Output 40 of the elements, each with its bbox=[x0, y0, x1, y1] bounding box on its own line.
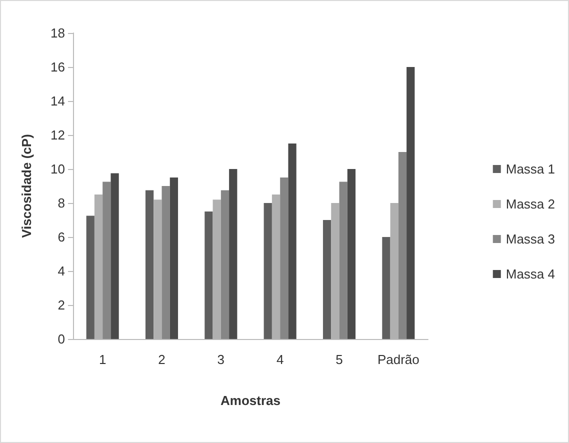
y-tick-label: 2 bbox=[58, 298, 65, 312]
x-tick-label: 2 bbox=[158, 352, 166, 367]
legend-label: Massa 3 bbox=[506, 232, 556, 246]
y-tick-label: 16 bbox=[50, 60, 65, 74]
bar bbox=[162, 186, 170, 339]
y-tick-label: 4 bbox=[58, 264, 65, 278]
bar bbox=[406, 67, 415, 339]
bar bbox=[280, 178, 288, 339]
bar bbox=[339, 182, 348, 339]
x-tick-label: 1 bbox=[98, 352, 106, 367]
bar bbox=[86, 216, 94, 339]
legend-label: Massa 2 bbox=[506, 196, 556, 212]
y-tick-label: 14 bbox=[50, 94, 65, 108]
bar bbox=[322, 220, 332, 339]
bar bbox=[102, 182, 111, 339]
bar bbox=[264, 203, 272, 339]
y-tick-label: 10 bbox=[50, 162, 65, 176]
bar bbox=[145, 190, 154, 339]
y-tick-label: 12 bbox=[50, 128, 65, 142]
bar bbox=[398, 152, 407, 339]
bar bbox=[229, 169, 238, 339]
legend-label: Massa 1 bbox=[506, 162, 556, 176]
bar bbox=[347, 169, 356, 339]
bar bbox=[382, 237, 390, 339]
x-tick-label: Padrão bbox=[377, 352, 420, 367]
y-tick-label: 18 bbox=[50, 26, 65, 40]
x-tick-label: 3 bbox=[217, 352, 225, 367]
x-tick-label: 5 bbox=[336, 352, 343, 367]
y-axis-title: Viscosidade (cP) bbox=[19, 134, 34, 238]
x-tick-label: 4 bbox=[276, 352, 284, 367]
x-axis-title: Amostras bbox=[220, 393, 280, 408]
bar bbox=[110, 173, 119, 339]
bar bbox=[220, 190, 230, 339]
bar bbox=[288, 144, 296, 339]
bar bbox=[170, 178, 178, 339]
y-tick-label: 0 bbox=[58, 332, 65, 346]
bar bbox=[204, 212, 213, 339]
y-tick-label: 6 bbox=[58, 230, 65, 244]
legend-label: Massa 4 bbox=[506, 266, 556, 282]
y-tick-label: 8 bbox=[58, 196, 65, 210]
